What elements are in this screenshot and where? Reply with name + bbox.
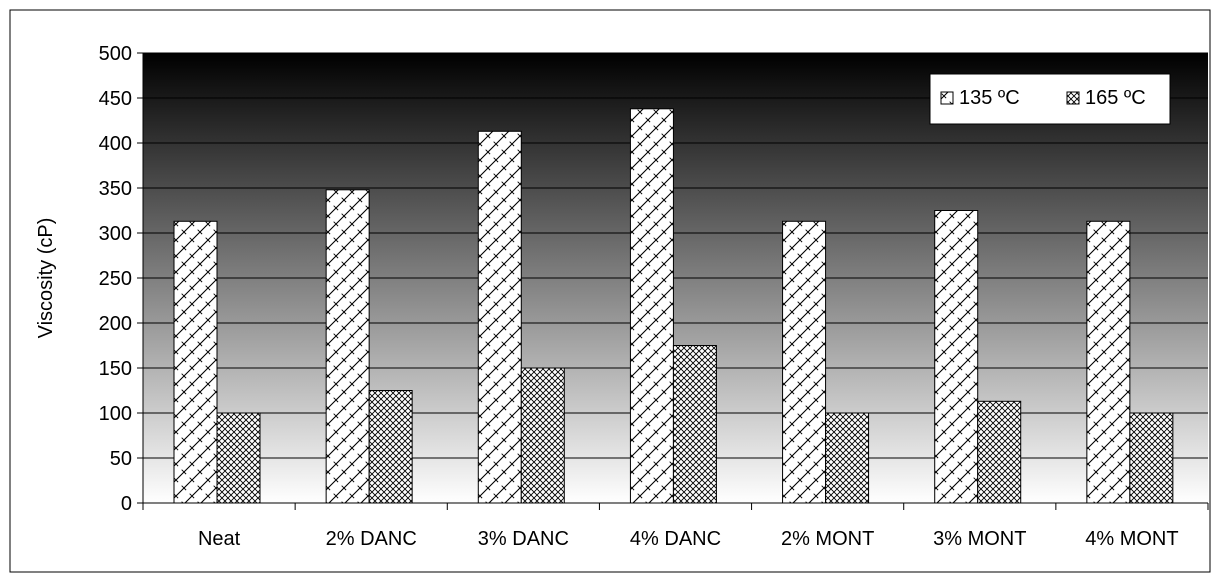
x-tick-label: 4% DANC — [630, 528, 721, 550]
y-tick-label: 200 — [99, 313, 132, 335]
y-tick-label: 300 — [99, 223, 132, 245]
bar-135 — [934, 210, 979, 504]
legend-label-135: 135 ºC — [959, 87, 1020, 109]
y-tick-label: 50 — [110, 448, 132, 470]
x-tick-label: 2% MONT — [781, 528, 874, 550]
bars — [173, 108, 1174, 504]
bar-165 — [977, 400, 1022, 504]
legend-swatch-135 — [940, 91, 954, 105]
y-tick-label: 100 — [99, 403, 132, 425]
bar-135 — [1086, 220, 1131, 504]
bar-165 — [1129, 412, 1174, 504]
legend-swatch-165 — [1066, 91, 1080, 105]
legend-label-165: 165 ºC — [1085, 87, 1146, 109]
bar-165 — [520, 367, 565, 504]
x-tick-label: 3% MONT — [933, 528, 1026, 550]
x-tick-label: 2% DANC — [326, 528, 417, 550]
x-tick-label: 3% DANC — [478, 528, 569, 550]
y-tick-label: 150 — [99, 358, 132, 380]
legend-box — [929, 73, 1171, 125]
bar-135 — [629, 108, 674, 504]
y-tick-label: 450 — [99, 88, 132, 110]
x-tick-label: 4% MONT — [1085, 528, 1178, 550]
x-tick-label: Neat — [198, 528, 241, 550]
y-tick-label: 500 — [99, 43, 132, 65]
bar-165 — [368, 390, 413, 504]
legend: 135 ºC 165 ºC — [929, 73, 1171, 125]
bar-165 — [672, 345, 717, 504]
y-axis-label: Viscosity (cP) — [35, 218, 57, 339]
y-tick-label: 400 — [99, 133, 132, 155]
y-tick-label: 0 — [121, 493, 132, 515]
y-tick-label: 250 — [99, 268, 132, 290]
bar-135 — [782, 220, 827, 504]
axes: 0 50 100 150 200 250 300 350 400 450 500 Neat 2% DAN… — [99, 43, 1209, 550]
bar-165 — [825, 412, 870, 504]
bar-165 — [216, 412, 261, 504]
bar-135 — [325, 189, 370, 504]
bar-135 — [477, 130, 522, 504]
y-tick-label: 350 — [99, 178, 132, 200]
bar-135 — [173, 220, 218, 504]
